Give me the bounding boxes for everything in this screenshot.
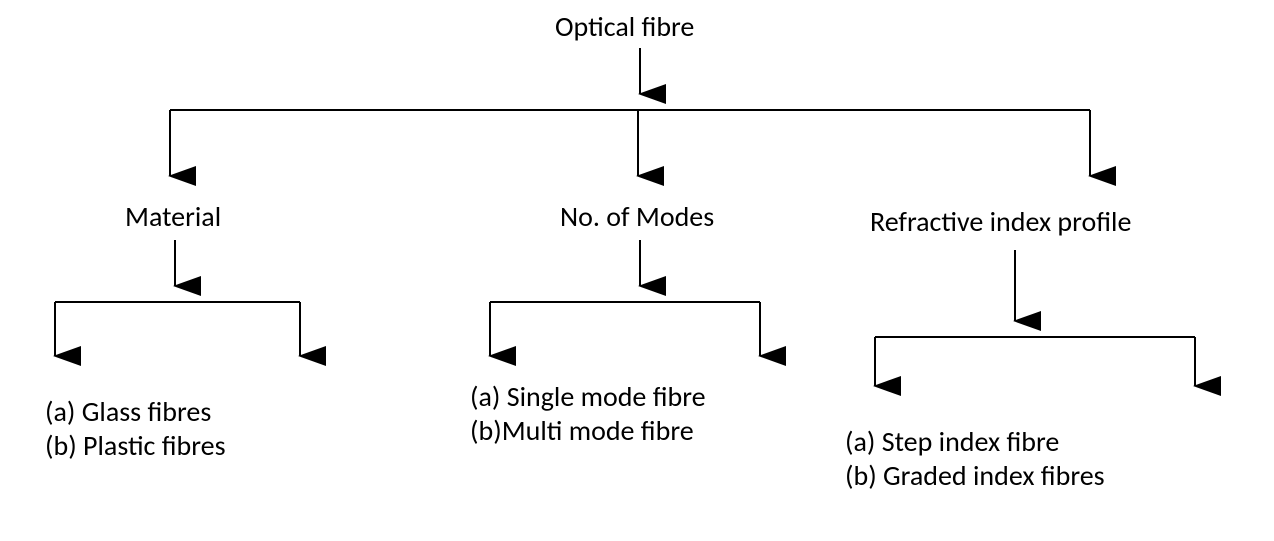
leaf-item: (a) Step index fibre — [845, 425, 1059, 459]
branch-label-material: Material — [125, 200, 221, 234]
diagram-canvas: Optical fibre Material No. of Modes Refr… — [0, 0, 1274, 541]
leaf-item: (b)Multi mode fibre — [470, 414, 694, 448]
leaf-item: (a) Single mode fibre — [470, 380, 706, 414]
branch-label-modes: No. of Modes — [560, 200, 714, 234]
leaf-item: (b) Plastic fibres — [45, 429, 226, 463]
branch-label-ri-profile: Refractive index profile — [870, 205, 1131, 239]
root-label: Optical fibre — [555, 10, 694, 44]
leaf-item: (a) Glass fibres — [45, 395, 211, 429]
leaf-item: (b) Graded index fibres — [845, 459, 1105, 493]
